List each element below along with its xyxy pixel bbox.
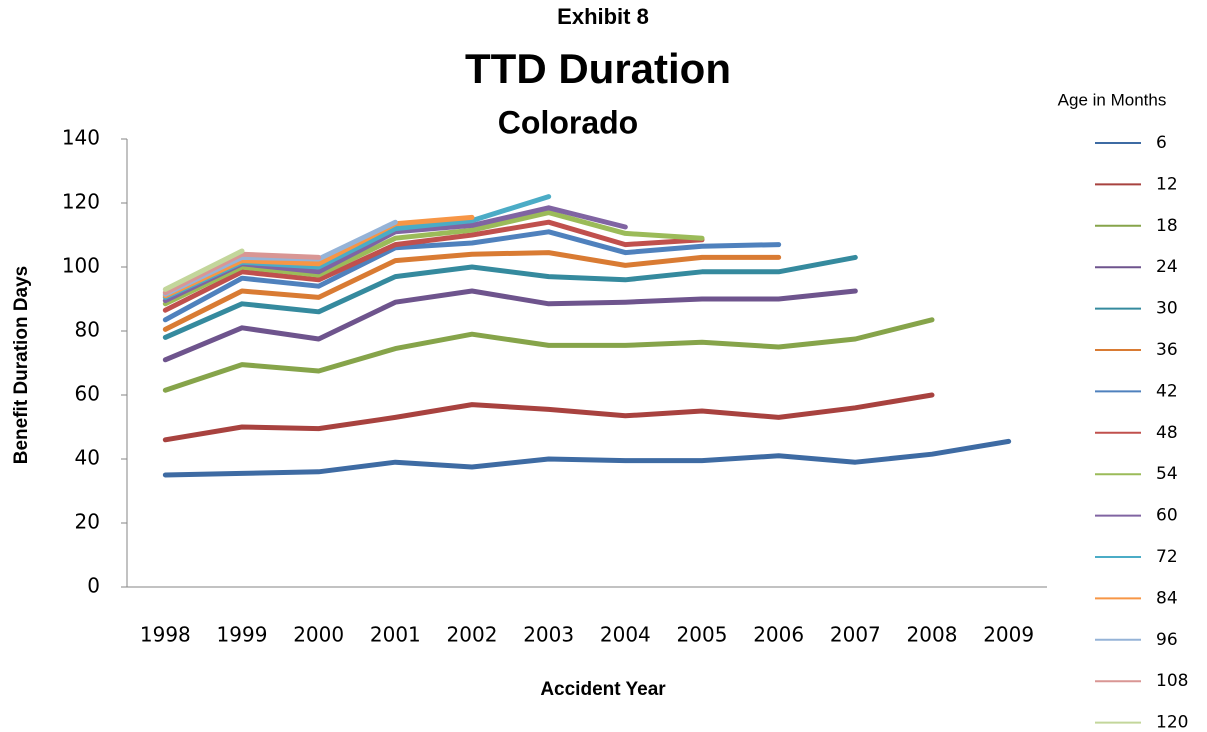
x-tick-label: 2003 (523, 623, 574, 647)
x-tick-label: 2008 (907, 623, 958, 647)
y-tick-label: 140 (62, 126, 100, 150)
series-line (162, 251, 322, 296)
y-tick-label: 40 (75, 446, 100, 470)
series-line (162, 248, 245, 292)
series-line (162, 438, 1012, 478)
x-tick-label: 2006 (753, 623, 804, 647)
x-tick-label: 2001 (370, 623, 421, 647)
series-line (162, 254, 858, 340)
series-line (162, 250, 782, 332)
legend-label: 12 (1156, 174, 1178, 194)
y-axis-title: Benefit Duration Days (11, 266, 32, 464)
legend-label: 120 (1156, 713, 1188, 732)
legend-label: 24 (1156, 257, 1178, 277)
legend-label: 84 (1156, 588, 1178, 608)
series-line (162, 317, 935, 393)
series-line (162, 210, 705, 307)
subtitle: Colorado (498, 104, 638, 140)
x-tick-label: 1999 (217, 623, 268, 647)
legend-label: 36 (1156, 340, 1178, 360)
y-tick-label: 0 (87, 574, 100, 598)
legend-label: 6 (1156, 133, 1167, 153)
series-line (162, 392, 935, 443)
legend-label: 72 (1156, 547, 1178, 567)
chart-title: TTD Duration (465, 45, 731, 92)
legend-label: 54 (1156, 464, 1178, 484)
series-line (162, 288, 858, 363)
x-tick-label: 2007 (830, 623, 881, 647)
legend-label: 60 (1156, 506, 1178, 526)
series-line (162, 229, 782, 323)
legend-label: 96 (1156, 630, 1178, 650)
supertitle: Exhibit 8 (557, 4, 649, 29)
x-tick-label: 2000 (293, 623, 344, 647)
y-tick-label: 120 (62, 190, 100, 214)
legend-label: 48 (1156, 423, 1178, 443)
x-axis-title: Accident Year (540, 679, 666, 700)
y-tick-label: 60 (75, 382, 100, 406)
legend-label: 108 (1156, 671, 1188, 691)
x-tick-label: 2004 (600, 623, 651, 647)
series-line (162, 219, 705, 313)
x-tick-label: 2009 (983, 623, 1034, 647)
x-tick-label: 1998 (140, 623, 191, 647)
x-tick-label: 2002 (447, 623, 498, 647)
y-tick-label: 80 (75, 318, 100, 342)
x-tick-label: 2005 (677, 623, 728, 647)
y-tick-label: 20 (75, 510, 100, 534)
legend-label: 18 (1156, 216, 1178, 236)
legend-title: Age in Months (1058, 90, 1167, 109)
legend-label: 42 (1156, 381, 1178, 401)
legend-label: 30 (1156, 299, 1178, 319)
y-tick-label: 100 (62, 254, 100, 278)
